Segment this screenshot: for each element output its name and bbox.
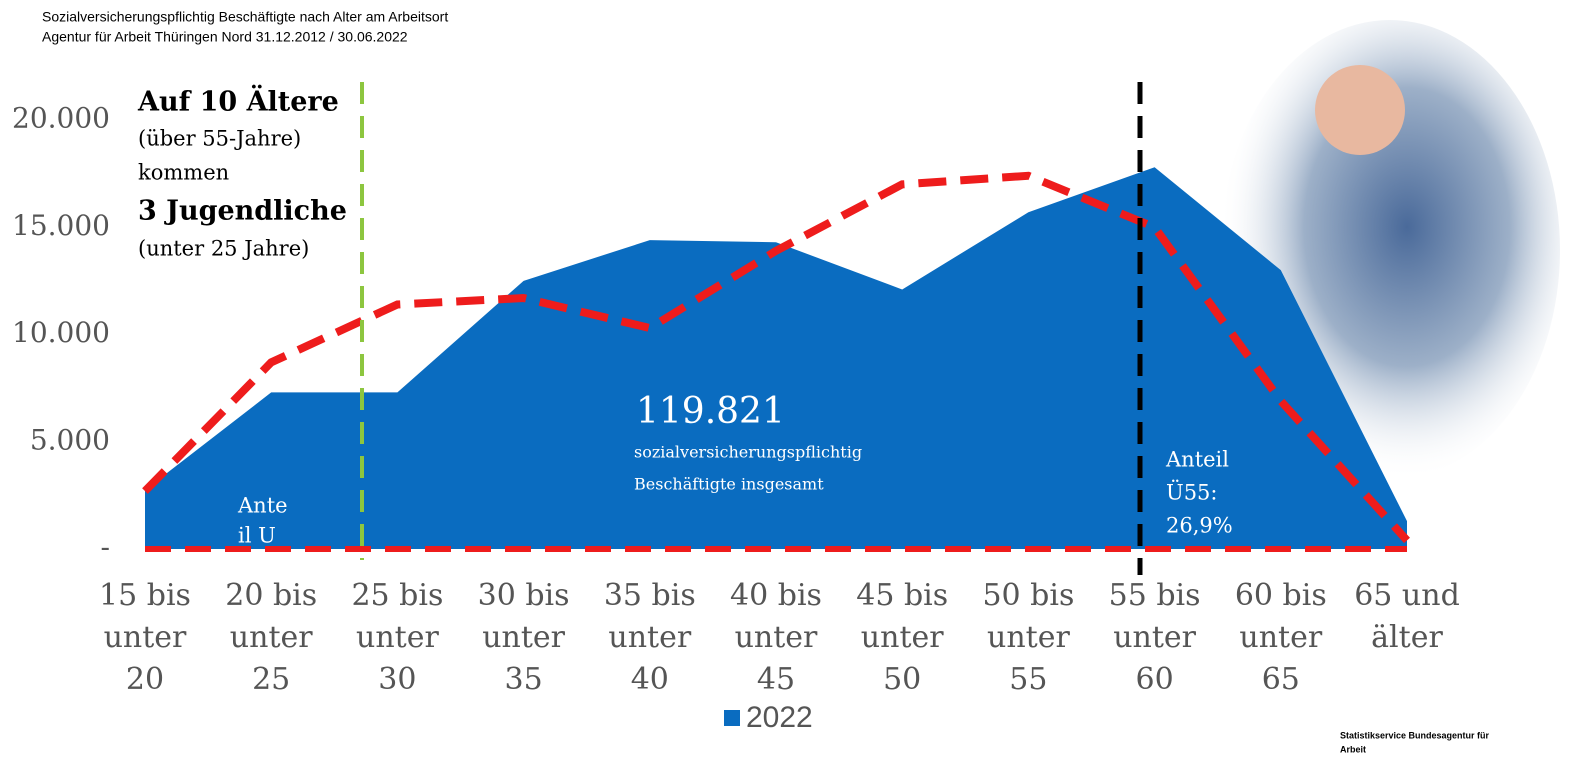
annotation: Anteil xyxy=(1165,448,1229,472)
source: Statistikservice Bundesagentur für xyxy=(1340,730,1490,740)
x-tick-label: unter xyxy=(482,620,565,655)
y-tick-label: 5.000 xyxy=(30,423,110,456)
chart-subtitle: Agentur für Arbeit Thüringen Nord 31.12.… xyxy=(42,29,408,45)
x-tick-label: 30 bis xyxy=(478,578,570,613)
y-tick-label: 10.000 xyxy=(12,316,110,349)
x-tick-label: 50 bis xyxy=(982,578,1074,613)
source: Arbeit xyxy=(1340,744,1366,754)
annotation: 26,9% xyxy=(1166,514,1233,538)
x-tick-label: 55 bis xyxy=(1109,578,1201,613)
annotation: il U xyxy=(238,524,276,548)
x-tick-label: 40 xyxy=(631,662,669,697)
x-tick-label: 15 bis xyxy=(99,578,191,613)
x-tick-label: unter xyxy=(608,620,691,655)
annotation: Ü55: xyxy=(1166,480,1218,505)
x-tick-label: unter xyxy=(356,620,439,655)
annotation: Auf 10 Ältere xyxy=(137,84,339,118)
legend-label: 2022 xyxy=(746,701,813,734)
x-tick-label: unter xyxy=(987,620,1070,655)
annotation: Beschäftigte insgesamt xyxy=(634,475,824,494)
annotation: kommen xyxy=(138,161,229,185)
annotation: (über 55-Jahre) xyxy=(138,127,301,151)
x-tick-label: unter xyxy=(104,620,187,655)
annotation: Ante xyxy=(237,494,288,518)
x-tick-label: 60 xyxy=(1136,662,1174,697)
y-tick-label: 20.000 xyxy=(12,102,110,135)
x-tick-label: 45 bis xyxy=(856,578,948,613)
annotation: 119.821 xyxy=(636,391,785,432)
annotation: 3 Jugendliche xyxy=(138,196,347,227)
annotation: sozialversicherungspflichtig xyxy=(634,443,862,462)
x-tick-label: 50 xyxy=(883,662,921,697)
y-tick-label: 15.000 xyxy=(12,209,110,242)
x-tick-label: 60 bis xyxy=(1235,578,1327,613)
x-tick-label: 65 und xyxy=(1354,578,1460,613)
x-tick-label: 45 xyxy=(757,662,795,697)
x-tick-label: unter xyxy=(230,620,313,655)
x-tick-label: älter xyxy=(1371,620,1443,655)
annotation: (unter 25 Jahre) xyxy=(138,237,309,261)
x-tick-label: 55 xyxy=(1009,662,1047,697)
x-tick-label: 40 bis xyxy=(730,578,822,613)
x-tick-label: 25 bis xyxy=(351,578,443,613)
x-tick-label: 25 xyxy=(252,662,290,697)
photo-face xyxy=(1315,65,1405,155)
x-tick-label: 20 bis xyxy=(225,578,317,613)
legend-swatch xyxy=(724,710,740,726)
x-tick-label: unter xyxy=(1239,620,1322,655)
x-tick-label: unter xyxy=(861,620,944,655)
x-tick-label: unter xyxy=(1113,620,1196,655)
x-tick-label: unter xyxy=(735,620,818,655)
chart-title: Sozialversicherungspflichtig Beschäftigt… xyxy=(42,9,448,25)
y-tick-label: - xyxy=(101,531,110,564)
chart: Sozialversicherungspflichtig Beschäftigt… xyxy=(0,0,1570,759)
x-tick-label: 30 xyxy=(378,662,416,697)
x-tick-label: 35 bis xyxy=(604,578,696,613)
x-tick-label: 65 xyxy=(1262,662,1300,697)
x-tick-label: 35 xyxy=(505,662,543,697)
x-tick-label: 20 xyxy=(126,662,164,697)
